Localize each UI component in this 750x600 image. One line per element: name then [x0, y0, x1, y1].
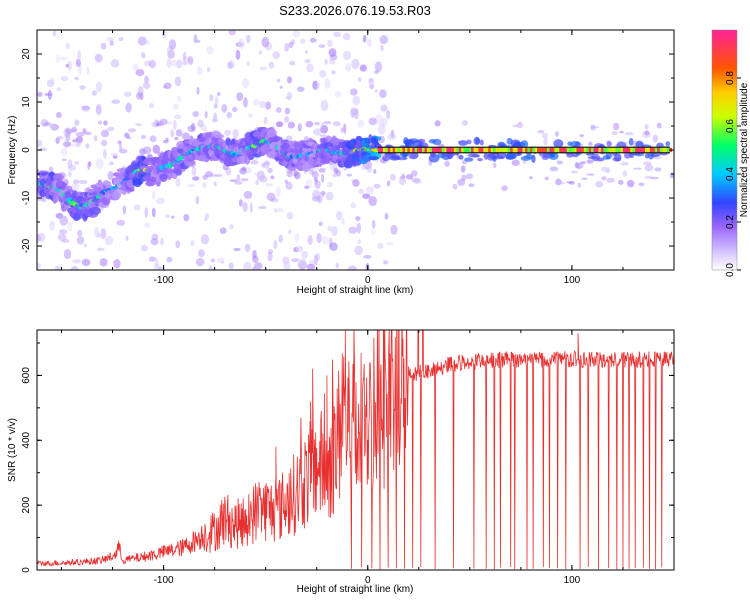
colorbar: 0.0 0.2 0.4 0.6 0.8 Normalized spectral ampl… — [711, 29, 750, 277]
colorbar-label: Normalized spectral amplitude — [739, 82, 750, 217]
figure-title: S233.2026.076.19.53.R03 — [279, 3, 431, 18]
snr-series — [37, 330, 674, 570]
snr-line — [37, 330, 674, 570]
snr-ytick-label: 200 — [21, 496, 32, 513]
colorbar-tick-label: 0.0 — [725, 263, 736, 277]
snr-xtick-label: -100 — [154, 575, 174, 586]
spectrogram-ytick-label: -10 — [21, 190, 32, 205]
colorbar-tick-label: 0.4 — [725, 167, 736, 181]
colorbar-tick-label: 0.8 — [725, 71, 736, 85]
snr-xlabel: Height of straight line (km) — [297, 584, 414, 595]
snr-xtick-label: 0 — [365, 575, 371, 586]
spectrogram-ytick-label: 10 — [21, 96, 32, 108]
spectrogram-xtick-label: 0 — [365, 275, 371, 286]
snr-ytick-label: 600 — [21, 367, 32, 384]
snr-ytick-label: 0 — [21, 567, 32, 573]
snr-frame — [36, 329, 675, 571]
colorbar-tick-label: 0.2 — [725, 215, 736, 229]
colorbar-ticks: 0.0 0.2 0.4 0.6 0.8 — [725, 71, 741, 277]
spectrogram-ytick-label: 0 — [21, 147, 32, 153]
spectrogram-xtick-label: -100 — [154, 275, 174, 286]
snr-panel: -100 0 100 0 200 400 600 Height of straight li… — [7, 329, 675, 595]
spectrogram-ytick-label: 20 — [21, 48, 32, 60]
snr-ylabel: SNR (10 * v/v) — [7, 418, 18, 482]
colorbar-tick-label: 0.6 — [725, 119, 736, 133]
snr-xtick-label: 100 — [564, 575, 581, 586]
spectrogram-xtick-label: 100 — [564, 275, 581, 286]
colorbar-gradient — [711, 29, 738, 271]
spectrogram-ytick-label: -20 — [21, 238, 32, 253]
spectrogram-heatmap — [37, 30, 674, 270]
spectrogram-xlabel: Height of straight line (km) — [297, 285, 414, 296]
spectrogram-ylabel: Frequency (Hz) — [7, 116, 18, 185]
snr-ticks: -100 0 100 0 200 400 600 — [21, 330, 675, 586]
snr-ytick-label: 400 — [21, 431, 32, 448]
